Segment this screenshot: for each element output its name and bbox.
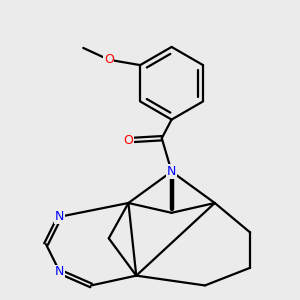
Text: O: O bbox=[124, 134, 133, 147]
Text: O: O bbox=[104, 53, 114, 66]
Text: N: N bbox=[167, 165, 176, 178]
Text: N: N bbox=[55, 210, 64, 223]
Text: N: N bbox=[55, 265, 64, 278]
